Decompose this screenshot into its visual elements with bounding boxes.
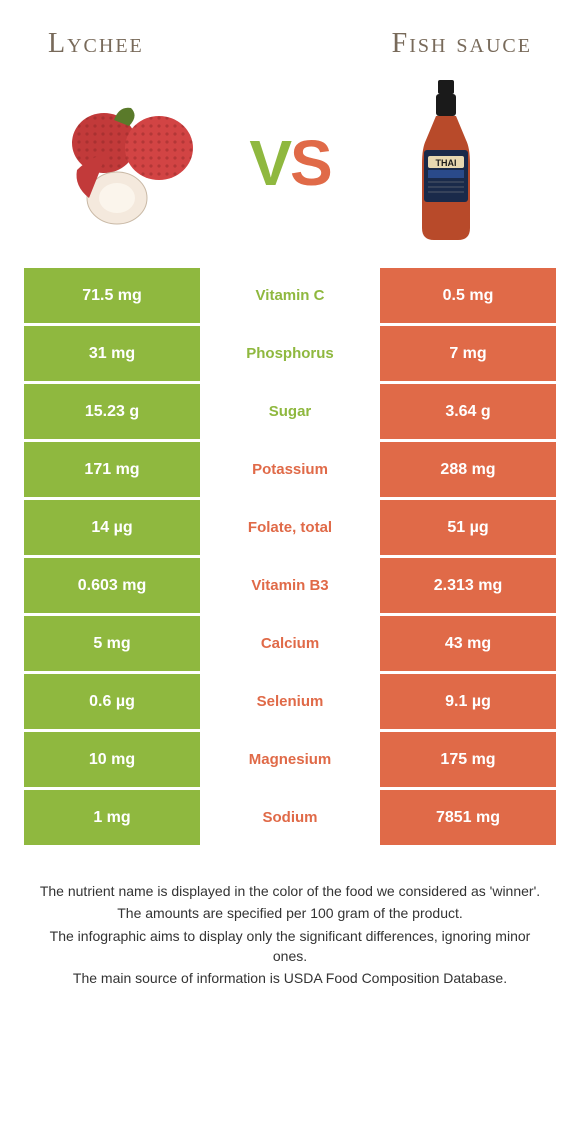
right-food-title: Fish sauce: [392, 28, 532, 60]
nutrient-row: 10 mgMagnesium175 mg: [24, 732, 556, 787]
nutrient-row: 1 mgSodium7851 mg: [24, 790, 556, 845]
left-value: 171 mg: [24, 442, 200, 497]
right-value: 43 mg: [380, 616, 556, 671]
footnote-line: The nutrient name is displayed in the co…: [34, 881, 546, 901]
nutrient-row: 0.6 µgSelenium9.1 µg: [24, 674, 556, 729]
nutrient-row: 0.603 mgVitamin B32.313 mg: [24, 558, 556, 613]
nutrient-row: 71.5 mgVitamin C0.5 mg: [24, 268, 556, 323]
lychee-image: [59, 88, 209, 238]
nutrient-name: Magnesium: [200, 732, 380, 787]
right-value: 0.5 mg: [380, 268, 556, 323]
left-value: 5 mg: [24, 616, 200, 671]
nutrient-name: Sodium: [200, 790, 380, 845]
right-value: 51 µg: [380, 500, 556, 555]
nutrient-name: Folate, total: [200, 500, 380, 555]
nutrient-name: Selenium: [200, 674, 380, 729]
nutrient-row: 31 mgPhosphorus7 mg: [24, 326, 556, 381]
left-value: 14 µg: [24, 500, 200, 555]
hero-row: V S THAI: [0, 68, 580, 258]
nutrient-table: 71.5 mgVitamin C0.5 mg31 mgPhosphorus7 m…: [24, 268, 556, 845]
left-value: 31 mg: [24, 326, 200, 381]
vs-v: V: [249, 131, 290, 195]
nutrient-name: Potassium: [200, 442, 380, 497]
left-value: 1 mg: [24, 790, 200, 845]
title-row: Lychee Fish sauce: [0, 0, 580, 68]
nutrient-row: 171 mgPotassium288 mg: [24, 442, 556, 497]
vs-s: S: [290, 131, 331, 195]
nutrient-name: Phosphorus: [200, 326, 380, 381]
vs-label: V S: [249, 131, 330, 195]
nutrient-row: 15.23 gSugar3.64 g: [24, 384, 556, 439]
left-food-title: Lychee: [48, 28, 144, 60]
left-value: 10 mg: [24, 732, 200, 787]
left-value: 71.5 mg: [24, 268, 200, 323]
right-value: 3.64 g: [380, 384, 556, 439]
right-value: 7851 mg: [380, 790, 556, 845]
right-value: 2.313 mg: [380, 558, 556, 613]
nutrient-name: Calcium: [200, 616, 380, 671]
left-value: 15.23 g: [24, 384, 200, 439]
svg-text:THAI: THAI: [435, 158, 456, 168]
footnote-line: The amounts are specified per 100 gram o…: [34, 903, 546, 923]
nutrient-row: 14 µgFolate, total51 µg: [24, 500, 556, 555]
footnotes: The nutrient name is displayed in the co…: [34, 881, 546, 988]
right-value: 288 mg: [380, 442, 556, 497]
nutrient-row: 5 mgCalcium43 mg: [24, 616, 556, 671]
footnote-line: The main source of information is USDA F…: [34, 968, 546, 988]
fish-sauce-image: THAI: [371, 88, 521, 238]
nutrient-name: Sugar: [200, 384, 380, 439]
nutrient-name: Vitamin B3: [200, 558, 380, 613]
footnote-line: The infographic aims to display only the…: [34, 926, 546, 967]
left-value: 0.603 mg: [24, 558, 200, 613]
left-value: 0.6 µg: [24, 674, 200, 729]
right-value: 9.1 µg: [380, 674, 556, 729]
right-value: 175 mg: [380, 732, 556, 787]
right-value: 7 mg: [380, 326, 556, 381]
nutrient-name: Vitamin C: [200, 268, 380, 323]
